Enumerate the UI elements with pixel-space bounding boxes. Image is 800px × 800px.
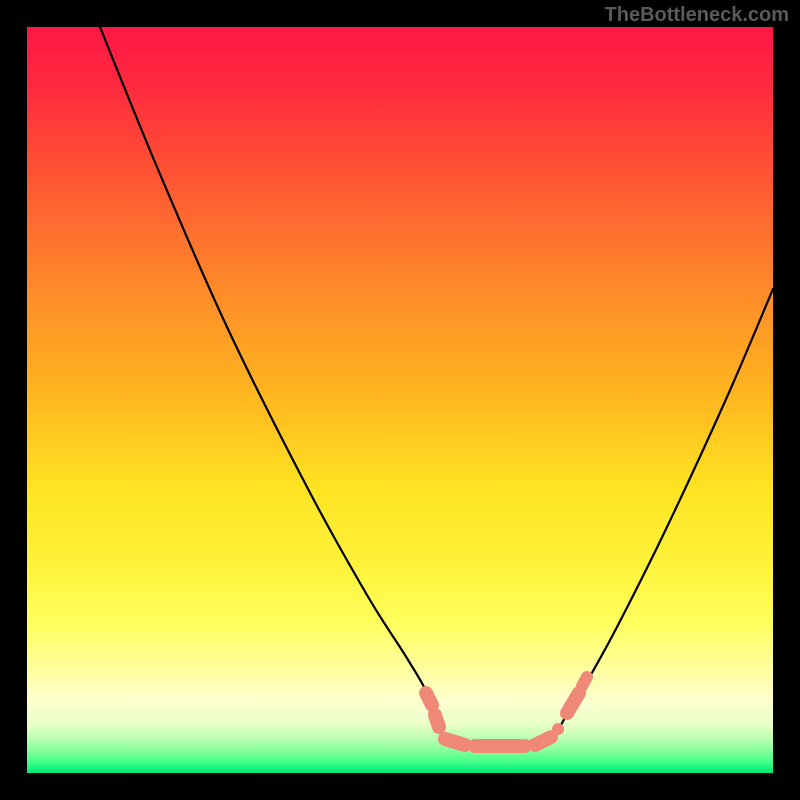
- heatmap-gradient: [27, 27, 773, 773]
- chart-container: TheBottleneck.com: [0, 0, 800, 800]
- watermark-text: TheBottleneck.com: [605, 4, 789, 27]
- plot-area: [27, 27, 773, 773]
